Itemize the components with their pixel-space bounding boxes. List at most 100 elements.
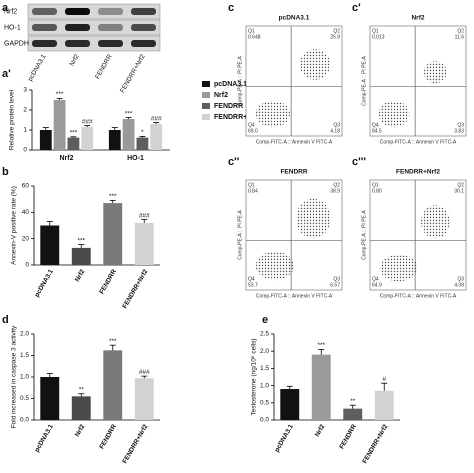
lane-label: Nrf2 [69, 53, 81, 67]
panel-label: e [262, 314, 268, 326]
blot-band [98, 8, 123, 15]
blot-strip [27, 3, 161, 20]
significance: ### [139, 369, 150, 376]
y-tick-label: 60 [22, 183, 30, 190]
quadrant-value: 84.5 [372, 128, 382, 134]
y-tick-label: 20 [22, 235, 30, 242]
significance: ### [82, 118, 93, 125]
quadrant-name: Q1 [248, 182, 255, 188]
blot-strip [27, 35, 161, 52]
y-tick-label: 0.0 [260, 417, 269, 424]
flow-x-label: Comp-FITC-A :: Annexin V FITC-A [380, 139, 457, 145]
legend-swatch [202, 92, 210, 98]
panel-label: d [2, 314, 9, 326]
bar [103, 203, 123, 265]
quadrant-name: Q3 [457, 122, 464, 128]
blot-band [65, 40, 90, 47]
significance: *** [56, 91, 64, 98]
blot-band [65, 24, 90, 31]
quadrant-value: 6.57 [330, 282, 340, 288]
bar [122, 119, 135, 150]
flow-y-label: Comp-PE-A :: PI PE-A [237, 209, 243, 259]
y-tick-label: 2.5 [260, 331, 269, 338]
bar [53, 100, 66, 150]
cell-cluster [423, 61, 447, 84]
quadrant-name: Q3 [333, 276, 340, 282]
legend-swatch [202, 114, 210, 120]
quadrant-name: Q4 [248, 122, 255, 128]
y-tick-label: 0 [25, 262, 29, 269]
x-tick-label: Nrf2 [74, 423, 87, 438]
x-tick-label: pcDNA3.1 [34, 268, 56, 298]
quadrant-name: Q3 [333, 122, 340, 128]
significance: ### [139, 212, 150, 219]
bar [374, 390, 394, 420]
legend-label: pcDNA3.1 [214, 81, 247, 88]
bar [134, 222, 154, 265]
quadrant-name: Q4 [372, 122, 379, 128]
x-tick-label: Nrf2 [314, 423, 327, 438]
panel-label: c''' [352, 156, 366, 168]
quadrant-value: 64.9 [372, 282, 382, 288]
x-tick-label: FENDRR [338, 423, 358, 450]
quadrant-value: 3.83 [454, 128, 464, 134]
x-tick-label: FENDRR+Nrf2 [121, 268, 149, 310]
x-tick-label: pcDNA3.1 [274, 423, 296, 453]
blot-band [98, 40, 123, 47]
significance: *** [109, 338, 117, 345]
quadrant-value: 11.6 [455, 34, 465, 40]
quadrant-value: 0.013 [372, 34, 385, 40]
x-tick-label: FENDRR+Nrf2 [361, 423, 389, 465]
blot-band [131, 8, 156, 15]
flow-y-label: Comp-PE-A :: PI PE-A [361, 55, 367, 105]
legend-label: FENDRR [214, 103, 243, 110]
y-tick-label: 0.0 [20, 417, 29, 424]
bar [108, 130, 121, 150]
bar [67, 137, 80, 150]
cell-cluster [295, 198, 331, 239]
blot-row-label: Nrf2 [4, 8, 17, 15]
blot-row-label: HO-1 [4, 24, 21, 31]
quadrant-value: 0.648 [248, 34, 261, 40]
panel-label: a [2, 2, 9, 14]
flow-x-label: Comp-FITC-A :: Annexin V FITC-A [380, 293, 457, 299]
y-tick-label: 3 [23, 87, 27, 94]
cell-cluster [299, 49, 331, 80]
bar [280, 389, 300, 420]
legend-label: Nrf2 [214, 92, 228, 99]
flow-y-label: Comp-PE-A :: PI PE-A [361, 209, 367, 259]
blot-band [65, 8, 90, 15]
quadrant-name: Q4 [372, 276, 379, 282]
quadrant-value: 30.1 [454, 188, 464, 194]
flow-title: pcDNA3.1 [279, 15, 310, 22]
y-axis-label: Testosterone (ng/10⁶ cells) [251, 338, 258, 415]
y-axis-label: Annexin-V positive rate (%) [11, 186, 18, 265]
flow-title: Nrf2 [411, 15, 424, 22]
quadrant-name: Q1 [248, 28, 255, 34]
legend-label: FENDRR+Nrf2 [214, 114, 261, 121]
bar [311, 354, 331, 420]
bar [40, 377, 60, 420]
quadrant-name: Q2 [333, 28, 340, 34]
legend-swatch [202, 103, 210, 109]
significance: *** [109, 193, 117, 200]
flow-x-label: Comp-FITC-A :: Annexin V FITC-A [256, 139, 333, 145]
cell-cluster [255, 251, 294, 281]
significance: ** [79, 386, 85, 393]
cell-cluster [420, 205, 450, 239]
y-tick-label: 2.0 [260, 348, 269, 355]
lane-label: FENDRR [94, 53, 114, 80]
quadrant-name: Q1 [372, 182, 379, 188]
y-axis-label: Fold increased in caspase 3 activity [11, 325, 18, 428]
y-tick-label: 1.0 [260, 382, 269, 389]
blot-band [98, 24, 123, 31]
bar [103, 350, 123, 420]
bar [136, 137, 149, 150]
x-tick-label: FENDRR+Nrf2 [121, 423, 149, 465]
quadrant-name: Q4 [248, 276, 255, 282]
legend-swatch [202, 81, 210, 87]
significance: *** [125, 110, 133, 117]
y-tick-label: 2.0 [20, 331, 29, 338]
blot-band [32, 24, 57, 31]
